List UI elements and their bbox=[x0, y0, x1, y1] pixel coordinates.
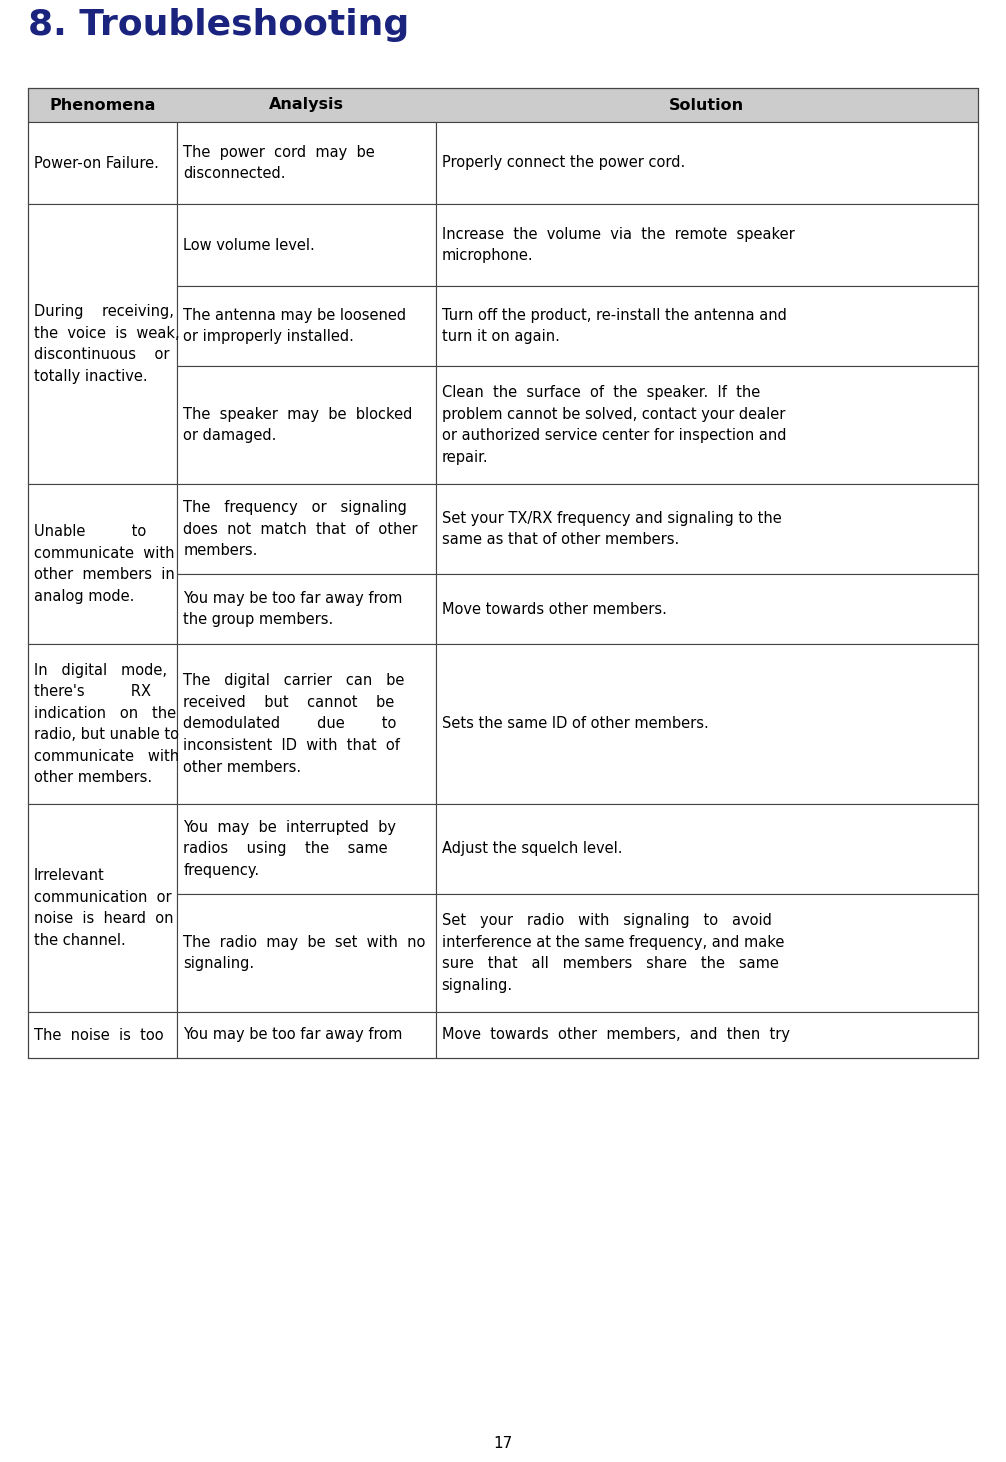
Text: Increase  the  volume  via  the  remote  speaker
microphone.: Increase the volume via the remote speak… bbox=[442, 227, 795, 263]
Bar bbox=[177, 121, 436, 205]
Bar bbox=[436, 804, 978, 893]
Bar bbox=[28, 205, 177, 484]
Text: Power-on Failure.: Power-on Failure. bbox=[34, 155, 159, 171]
Bar bbox=[436, 643, 978, 804]
Text: Move  towards  other  members,  and  then  try: Move towards other members, and then try bbox=[442, 1028, 790, 1042]
Text: Unable          to
communicate  with
other  members  in
analog mode.: Unable to communicate with other members… bbox=[34, 523, 175, 604]
Bar bbox=[436, 121, 978, 205]
Bar bbox=[436, 484, 978, 575]
Bar bbox=[436, 366, 978, 484]
Bar bbox=[28, 643, 177, 804]
Text: During    receiving,
the  voice  is  weak,
discontinuous    or
totally inactive.: During receiving, the voice is weak, dis… bbox=[34, 304, 180, 385]
Bar bbox=[28, 1012, 177, 1058]
Bar bbox=[28, 804, 177, 1012]
Bar bbox=[177, 804, 436, 893]
Text: Turn off the product, re-install the antenna and
turn it on again.: Turn off the product, re-install the ant… bbox=[442, 307, 787, 344]
Bar bbox=[436, 575, 978, 643]
Text: Adjust the squelch level.: Adjust the squelch level. bbox=[442, 842, 622, 857]
Text: The   digital   carrier   can   be
received    but    cannot    be
demodulated  : The digital carrier can be received but … bbox=[183, 674, 404, 775]
Text: 8. Troubleshooting: 8. Troubleshooting bbox=[28, 7, 409, 42]
Bar bbox=[436, 1012, 978, 1058]
Text: 17: 17 bbox=[493, 1437, 513, 1452]
Bar bbox=[28, 484, 177, 643]
Text: The  speaker  may  be  blocked
or damaged.: The speaker may be blocked or damaged. bbox=[183, 406, 412, 443]
Text: Properly connect the power cord.: Properly connect the power cord. bbox=[442, 155, 685, 171]
Text: You may be too far away from
the group members.: You may be too far away from the group m… bbox=[183, 591, 402, 627]
Text: Clean  the  surface  of  the  speaker.  If  the
problem cannot be solved, contac: Clean the surface of the speaker. If the… bbox=[442, 385, 786, 465]
Bar bbox=[28, 121, 177, 205]
Text: In   digital   mode,
there's          RX
indication   on   the
radio, but unable: In digital mode, there's RX indication o… bbox=[34, 662, 179, 785]
Text: You  may  be  interrupted  by
radios    using    the    same
frequency.: You may be interrupted by radios using t… bbox=[183, 820, 396, 879]
Text: The   frequency   or   signaling
does  not  match  that  of  other
members.: The frequency or signaling does not matc… bbox=[183, 500, 417, 558]
Text: Analysis: Analysis bbox=[269, 98, 344, 113]
Bar bbox=[177, 1012, 436, 1058]
Bar bbox=[177, 366, 436, 484]
Text: Solution: Solution bbox=[669, 98, 744, 113]
Text: Set   your   radio   with   signaling   to   avoid
interference at the same freq: Set your radio with signaling to avoid i… bbox=[442, 914, 784, 993]
Text: The  power  cord  may  be
disconnected.: The power cord may be disconnected. bbox=[183, 145, 375, 181]
Bar bbox=[177, 205, 436, 287]
Text: Irrelevant
communication  or
noise  is  heard  on
the channel.: Irrelevant communication or noise is hea… bbox=[34, 868, 173, 947]
Bar bbox=[177, 287, 436, 366]
Text: Sets the same ID of other members.: Sets the same ID of other members. bbox=[442, 716, 708, 731]
Bar bbox=[177, 643, 436, 804]
Bar bbox=[177, 484, 436, 575]
Text: The  noise  is  too: The noise is too bbox=[34, 1028, 164, 1042]
Text: You may be too far away from: You may be too far away from bbox=[183, 1028, 402, 1042]
Text: The antenna may be loosened
or improperly installed.: The antenna may be loosened or improperl… bbox=[183, 307, 406, 344]
Bar bbox=[28, 88, 978, 121]
Text: Low volume level.: Low volume level. bbox=[183, 237, 315, 253]
Bar bbox=[436, 893, 978, 1012]
Text: Phenomena: Phenomena bbox=[49, 98, 156, 113]
Bar bbox=[177, 893, 436, 1012]
Text: The  radio  may  be  set  with  no
signaling.: The radio may be set with no signaling. bbox=[183, 934, 426, 971]
Text: Move towards other members.: Move towards other members. bbox=[442, 601, 666, 617]
Bar bbox=[177, 575, 436, 643]
Text: Set your TX/RX frequency and signaling to the
same as that of other members.: Set your TX/RX frequency and signaling t… bbox=[442, 510, 782, 547]
Bar bbox=[436, 205, 978, 287]
Bar bbox=[436, 287, 978, 366]
